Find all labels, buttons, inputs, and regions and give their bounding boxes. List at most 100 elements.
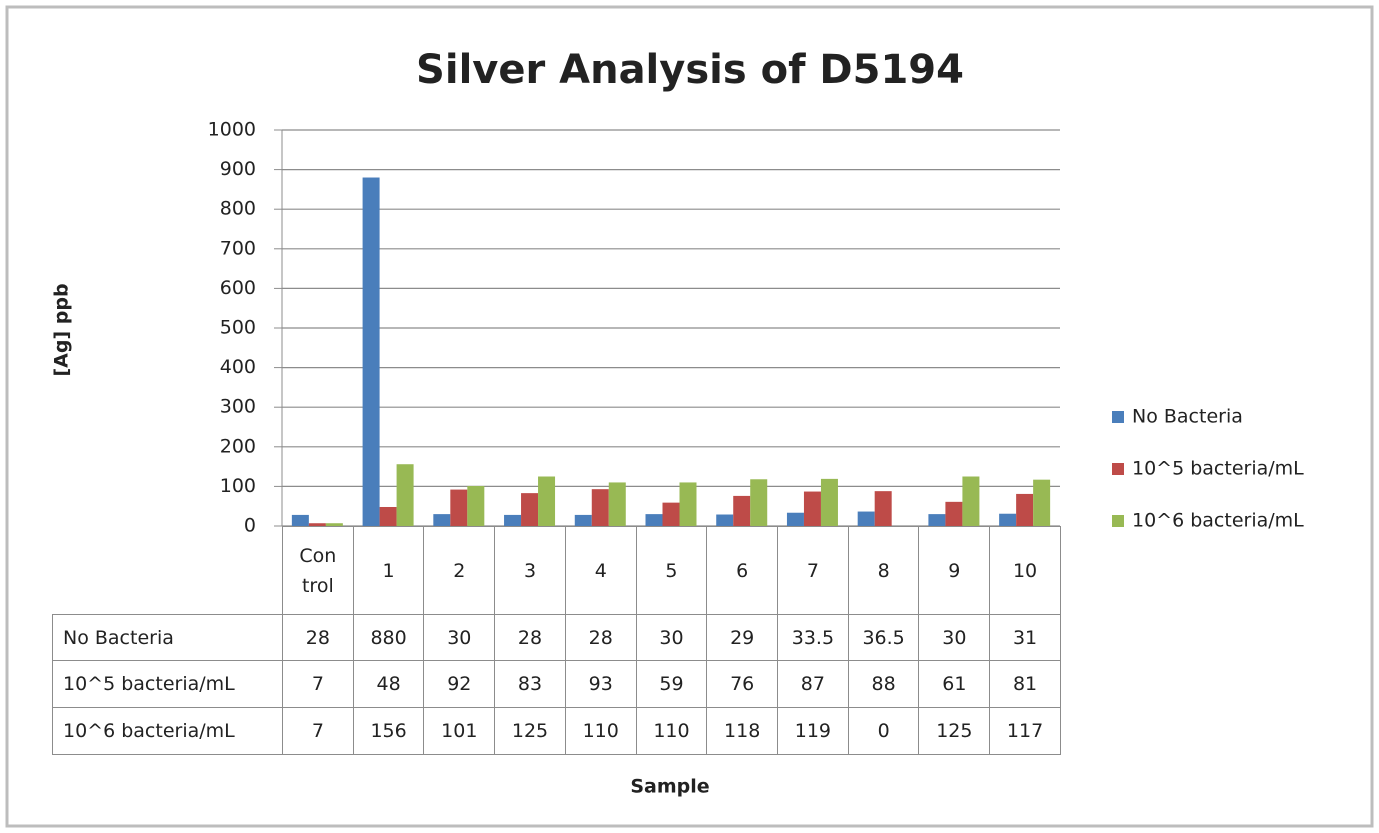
bar bbox=[750, 479, 768, 526]
table-value: 36.5 bbox=[847, 614, 920, 661]
bar bbox=[291, 514, 309, 526]
table-value: 28 bbox=[282, 614, 354, 661]
bar bbox=[591, 489, 609, 526]
table-value: 76 bbox=[706, 660, 779, 708]
bar bbox=[396, 464, 414, 526]
table-value: 118 bbox=[706, 707, 779, 755]
table-value: 48 bbox=[352, 660, 425, 708]
legend-swatch bbox=[1112, 515, 1124, 527]
x-tick-label: 6 bbox=[706, 526, 779, 615]
table-value: 110 bbox=[564, 707, 637, 755]
bar bbox=[362, 177, 380, 526]
x-tick-label: 5 bbox=[635, 526, 708, 615]
legend-label: No Bacteria bbox=[1132, 406, 1243, 428]
bar bbox=[962, 476, 980, 526]
bar bbox=[716, 514, 734, 526]
y-axis-label: [Ag] ppb bbox=[51, 283, 73, 376]
table-row: Control 1 2 3 4 5 6 7 8 9 10 bbox=[52, 526, 1061, 615]
bar bbox=[467, 486, 485, 526]
bar bbox=[874, 491, 892, 526]
y-tick-label: 100 bbox=[220, 475, 256, 497]
table-value: 110 bbox=[635, 707, 708, 755]
table-value: 125 bbox=[494, 707, 566, 755]
bar bbox=[857, 511, 875, 526]
table-value: 28 bbox=[494, 614, 566, 661]
table-value: 88 bbox=[847, 660, 920, 708]
bar bbox=[679, 482, 697, 526]
bar bbox=[325, 523, 343, 526]
table-row-label: 10^6 bacteria/mL bbox=[52, 707, 283, 755]
bar bbox=[574, 514, 592, 526]
table-value: 83 bbox=[494, 660, 566, 708]
table-value: 30 bbox=[635, 614, 708, 661]
table-value: 0 bbox=[847, 707, 920, 755]
table-value: 31 bbox=[989, 614, 1061, 661]
bar bbox=[945, 501, 963, 526]
bar bbox=[820, 478, 838, 526]
table-value: 30 bbox=[423, 614, 496, 661]
bar bbox=[786, 512, 804, 526]
table-value: 7 bbox=[282, 707, 354, 755]
data-table: Control 1 2 3 4 5 6 7 8 9 10 No Bacteria 28 880 30 28 28… bbox=[52, 526, 1061, 755]
table-value: 59 bbox=[635, 660, 708, 708]
table-value: 30 bbox=[918, 614, 991, 661]
table-value: 119 bbox=[777, 707, 849, 755]
bar bbox=[521, 493, 539, 526]
bar bbox=[538, 476, 556, 526]
bar bbox=[662, 502, 680, 526]
x-tick-label: 3 bbox=[494, 526, 566, 615]
y-tick-label: 500 bbox=[220, 317, 256, 339]
bar bbox=[645, 514, 663, 526]
legend-label: 10^6 bacteria/mL bbox=[1132, 510, 1304, 532]
table-value: 33.5 bbox=[777, 614, 849, 661]
y-tick-label: 400 bbox=[220, 356, 256, 378]
table-value: 101 bbox=[423, 707, 496, 755]
bar bbox=[504, 514, 522, 526]
y-tick-label: 200 bbox=[220, 435, 256, 457]
bar bbox=[928, 514, 946, 526]
table-row-label: No Bacteria bbox=[52, 614, 283, 661]
table-value: 7 bbox=[282, 660, 354, 708]
table-value: 81 bbox=[989, 660, 1061, 708]
bar bbox=[1033, 479, 1051, 526]
table-value: 93 bbox=[564, 660, 637, 708]
table-value: 880 bbox=[352, 614, 425, 661]
bar bbox=[608, 482, 626, 526]
x-tick-label: 9 bbox=[918, 526, 991, 615]
table-value: 117 bbox=[989, 707, 1061, 755]
bar bbox=[450, 489, 468, 526]
table-value: 28 bbox=[564, 614, 637, 661]
y-tick-label: 300 bbox=[220, 396, 256, 418]
x-tick-label: 2 bbox=[423, 526, 496, 615]
x-tick-label: 8 bbox=[847, 526, 920, 615]
table-value: 156 bbox=[352, 707, 425, 755]
bar bbox=[999, 513, 1017, 526]
x-tick-label: 7 bbox=[777, 526, 849, 615]
table-value: 61 bbox=[918, 660, 991, 708]
y-tick-label: 700 bbox=[220, 237, 256, 259]
table-row: 10^6 bacteria/mL 7 156 101 125 110 110 118 119 0 1… bbox=[52, 707, 1061, 755]
table-value: 29 bbox=[706, 614, 779, 661]
y-tick-label: 600 bbox=[220, 277, 256, 299]
bar bbox=[433, 514, 451, 526]
y-tick-label: 1000 bbox=[208, 119, 256, 141]
x-tick-label: Control bbox=[282, 526, 354, 615]
bar bbox=[308, 523, 326, 526]
table-row-label: 10^5 bacteria/mL bbox=[52, 660, 283, 708]
chart-title: Silver Analysis of D5194 bbox=[416, 47, 964, 93]
x-tick-label: 4 bbox=[564, 526, 637, 615]
bar bbox=[379, 506, 397, 526]
table-value: 92 bbox=[423, 660, 496, 708]
bar bbox=[733, 495, 751, 526]
table-corner bbox=[52, 526, 283, 615]
table-row: 10^5 bacteria/mL 7 48 92 83 93 59 76 87 88 61 81 bbox=[52, 660, 1061, 708]
x-tick-label: 1 bbox=[352, 526, 425, 615]
table-row: No Bacteria 28 880 30 28 28 30 29 33.5 36.5 30 31 bbox=[52, 614, 1061, 661]
table-value: 125 bbox=[918, 707, 991, 755]
y-tick-label: 900 bbox=[220, 158, 256, 180]
y-tick-label: 800 bbox=[220, 198, 256, 220]
legend-swatch bbox=[1112, 463, 1124, 475]
bar bbox=[803, 491, 821, 526]
legend-label: 10^5 bacteria/mL bbox=[1132, 458, 1304, 480]
